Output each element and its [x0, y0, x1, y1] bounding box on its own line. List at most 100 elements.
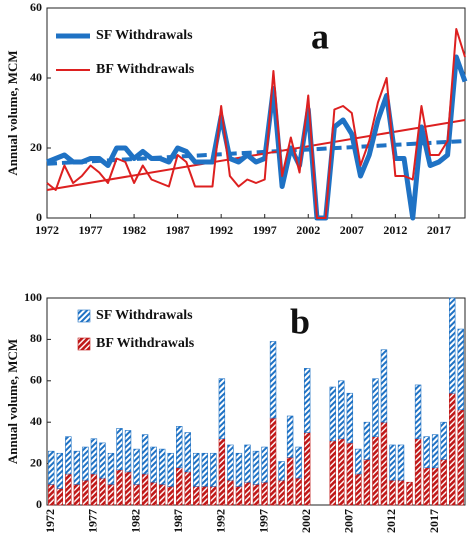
panel-label: a [311, 16, 329, 56]
bar-segment [423, 467, 430, 506]
bar-segment [107, 452, 115, 485]
bar-segment [235, 452, 243, 487]
bar-segment [278, 479, 285, 506]
bar-segment [141, 434, 149, 475]
x-tick-label: 1972 [43, 509, 57, 533]
bar-segment [48, 483, 55, 506]
y-tick-label: 100 [24, 290, 42, 304]
legend-label: SF Withdrawals [96, 28, 193, 43]
bar-segment [116, 469, 123, 506]
bar-segment [303, 368, 311, 433]
bar-segment [56, 452, 63, 489]
bar-segment [244, 444, 251, 483]
y-tick-label: 60 [30, 0, 42, 14]
y-axis-label: Annual volume, MCM [5, 339, 20, 464]
bar-segment [346, 392, 354, 444]
y-tick-label: 20 [30, 140, 42, 154]
bar-segment [48, 450, 55, 485]
bar-segment [261, 481, 268, 506]
bar-segment [389, 479, 396, 506]
bar-segment [90, 473, 98, 506]
x-tick-label: 1992 [214, 509, 228, 533]
bar-segment [218, 438, 226, 506]
y-tick-label: 60 [30, 373, 42, 387]
trend-line [46, 119, 466, 191]
bar-segment [423, 436, 430, 469]
x-tick-label: 1982 [122, 223, 146, 237]
x-tick-label: 1987 [166, 223, 190, 237]
x-tick-label: 1977 [79, 223, 103, 237]
bar-segment [184, 432, 191, 473]
x-tick-label: 1992 [209, 223, 233, 237]
bar-segment [414, 438, 422, 506]
bar-segment [176, 467, 183, 506]
bar-segment [235, 486, 243, 506]
bar-segment [141, 473, 149, 506]
bar-segment [167, 486, 174, 506]
bar-segment [295, 446, 302, 479]
bar-segment [252, 450, 260, 485]
bar-segment [150, 446, 157, 483]
x-tick-label: 2007 [340, 223, 364, 237]
bar-segment [193, 452, 200, 487]
y-tick-label: 0 [36, 210, 42, 224]
bar-segment [389, 444, 396, 481]
bar-segment [99, 442, 106, 479]
bar-segment [372, 436, 379, 506]
bar-segment [124, 471, 132, 506]
bar-segment [56, 488, 63, 506]
legend-swatch [77, 337, 91, 351]
bar-segment [252, 483, 260, 506]
legend-label: SF Withdrawals [96, 308, 193, 323]
bar-segment [184, 471, 191, 506]
y-tick-label: 40 [30, 414, 42, 428]
x-tick-label: 1987 [171, 509, 185, 533]
bar-segment [65, 473, 72, 506]
bar-segment [227, 479, 234, 506]
bar-segment [158, 448, 166, 485]
bar-segment [406, 481, 413, 506]
plot-frame [46, 7, 466, 219]
bar-segment [449, 392, 456, 506]
bar-segment [457, 409, 464, 506]
panel-label: b [290, 301, 310, 341]
x-tick-label: 1982 [128, 509, 142, 533]
bar-segment [218, 378, 226, 440]
x-tick-label: 2017 [427, 223, 451, 237]
bar-segment [201, 486, 209, 506]
bar-segment [193, 486, 200, 506]
bar-segment [449, 297, 456, 394]
bar-segment [440, 459, 447, 506]
bar-segment [90, 438, 98, 475]
bar-segment [286, 457, 294, 506]
y-tick-label: 40 [30, 70, 42, 84]
bar-segment [176, 426, 183, 469]
bar-segment [124, 430, 132, 473]
bar-segment [329, 386, 336, 442]
bar-segment [363, 459, 371, 506]
bar-segment [380, 421, 388, 506]
legend-label: BF Withdrawals [96, 336, 195, 351]
x-tick-label: 1972 [35, 223, 59, 237]
series-line [46, 54, 468, 221]
y-tick-label: 20 [30, 455, 42, 469]
bar-segment [158, 483, 166, 506]
bar-segment [150, 481, 157, 506]
bar-segment [363, 421, 371, 460]
y-tick-label: 0 [36, 497, 42, 511]
bar-segment [278, 461, 285, 481]
bar-segment [227, 444, 234, 481]
bar-segment [414, 384, 422, 440]
series-line [46, 28, 466, 219]
bar-segment [346, 442, 354, 506]
bar-segment [99, 477, 106, 506]
bar-segment [338, 438, 345, 506]
x-tick-label: 2012 [383, 223, 407, 237]
bar-segment [107, 483, 115, 506]
bar-segment [261, 446, 268, 483]
bar-segment [73, 450, 81, 485]
bar-segment [210, 486, 217, 506]
legend-label: BF Withdrawals [96, 62, 195, 77]
x-tick-label: 1997 [256, 509, 270, 533]
